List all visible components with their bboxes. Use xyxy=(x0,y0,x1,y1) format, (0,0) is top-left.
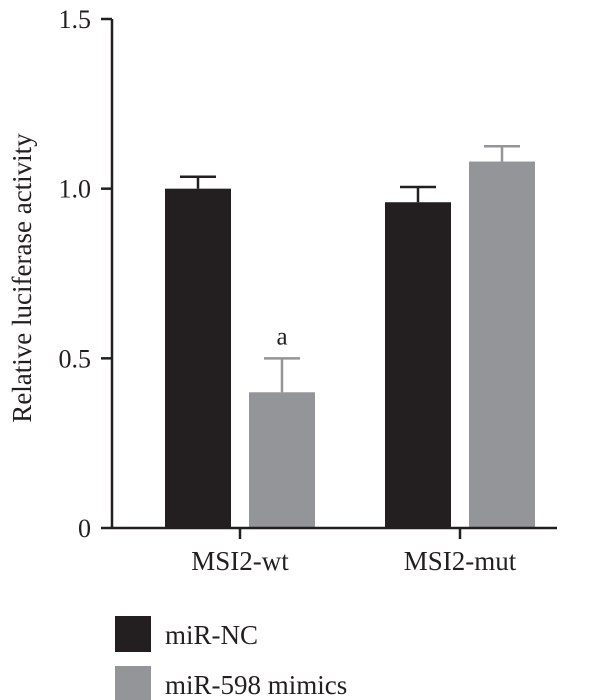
significance-label: a xyxy=(276,323,287,350)
y-tick-label: 1.5 xyxy=(59,5,92,34)
bar-msi2-wt-mir-598-mimics xyxy=(249,392,315,528)
x-category-label: MSI2-wt xyxy=(191,546,289,576)
y-tick-label: 1.0 xyxy=(59,175,92,204)
x-category-label: MSI2-mut xyxy=(404,546,517,576)
x-ticks-group: MSI2-wt MSI2-mut xyxy=(191,528,517,576)
y-axis-label: Relative luciferase activity xyxy=(7,133,37,423)
legend-label: miR-598 mimics xyxy=(165,670,347,700)
y-tick-label: 0 xyxy=(78,514,91,543)
annotations-group: a xyxy=(276,323,287,350)
error-bars-group xyxy=(180,145,520,393)
y-ticks-group: 0 0.5 1.0 1.5 xyxy=(59,5,112,543)
legend-swatch xyxy=(115,616,151,652)
axes-group xyxy=(110,19,557,530)
bar-msi2-wt-mir-nc xyxy=(165,188,231,528)
bar-msi2-mut-mir-598-mimics xyxy=(469,161,535,528)
legend: miR-NC miR-598 mimics xyxy=(115,616,347,700)
bars-group xyxy=(165,161,535,529)
legend-swatch xyxy=(115,666,151,700)
y-tick-label: 0.5 xyxy=(59,344,92,373)
legend-label: miR-NC xyxy=(165,620,258,650)
bar-msi2-mut-mir-nc xyxy=(385,202,451,529)
